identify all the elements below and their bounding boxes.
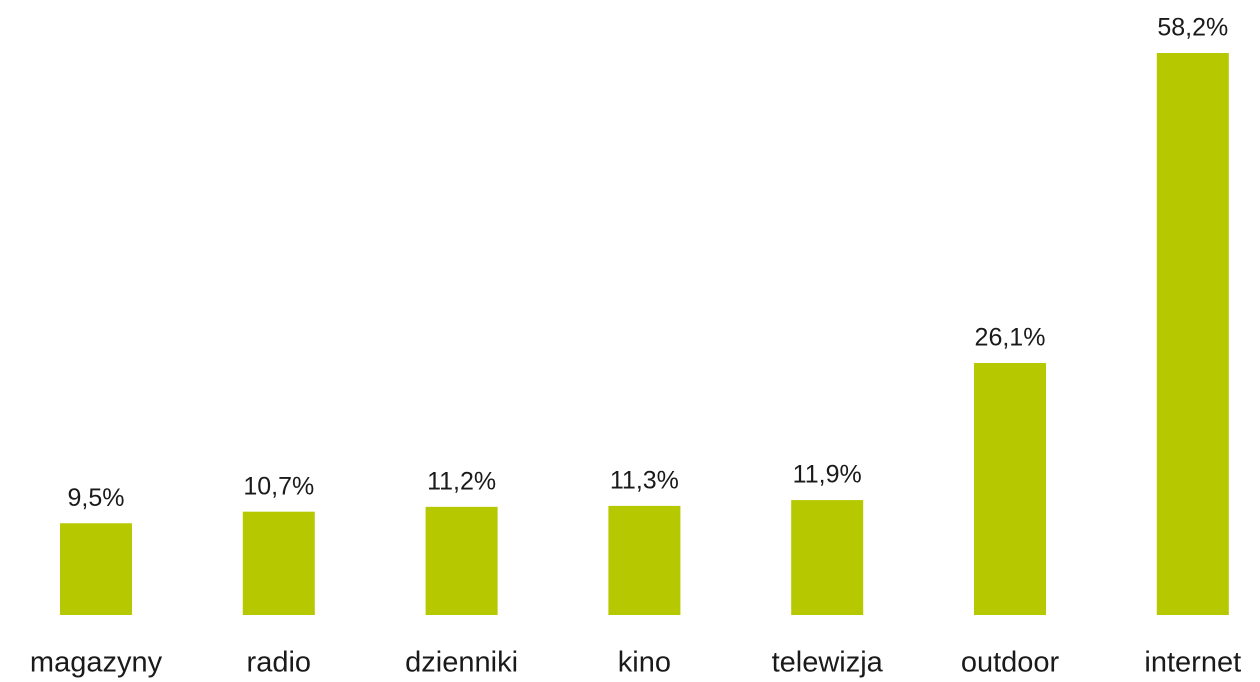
value-label: 26,1% bbox=[975, 324, 1046, 352]
x-tick-label: magazyny bbox=[30, 647, 163, 679]
x-tick-label: outdoor bbox=[961, 647, 1060, 679]
x-tick-label: dzienniki bbox=[405, 647, 518, 679]
value-label: 10,7% bbox=[243, 472, 314, 500]
x-tick-label: radio bbox=[247, 647, 312, 679]
value-label: 11,9% bbox=[793, 461, 862, 489]
value-label: 11,3% bbox=[610, 466, 679, 494]
bar bbox=[60, 523, 132, 615]
value-label: 9,5% bbox=[68, 484, 125, 512]
bar bbox=[425, 506, 498, 615]
x-tick-label: kino bbox=[618, 647, 671, 679]
x-tick-label: internet bbox=[1144, 647, 1241, 679]
bar bbox=[1156, 53, 1229, 615]
bar bbox=[791, 500, 864, 615]
bar bbox=[974, 362, 1046, 615]
x-tick-label: telewizja bbox=[772, 647, 884, 679]
bar bbox=[608, 505, 681, 615]
value-label: 58,2% bbox=[1157, 14, 1228, 42]
value-label: 11,2% bbox=[427, 467, 496, 495]
bar bbox=[242, 511, 315, 615]
